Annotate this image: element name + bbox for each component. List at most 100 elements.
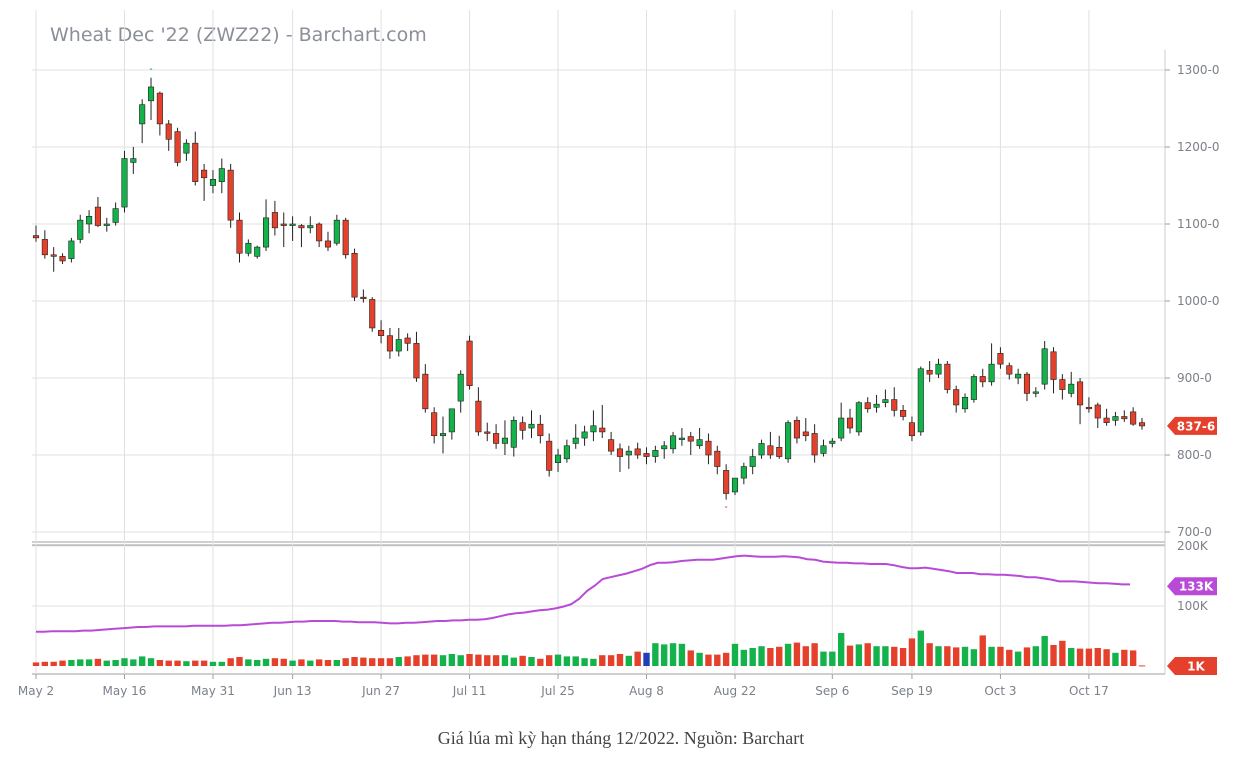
candle-body-down [776, 446, 783, 457]
volume-bar [572, 656, 579, 666]
candle [908, 416, 915, 442]
candle [201, 163, 208, 201]
candle [714, 445, 721, 475]
volume-bar [837, 633, 845, 666]
candle [546, 433, 553, 477]
volume-bar [820, 651, 827, 666]
candle [121, 150, 128, 213]
candle [820, 439, 827, 457]
candle [1130, 407, 1137, 426]
candle-body-up [1068, 383, 1075, 394]
volume-bar [1050, 645, 1057, 666]
volume-bar [112, 660, 119, 666]
date-tick-label: Sep 6 [815, 684, 849, 698]
volume-bar [740, 649, 748, 666]
candle-body-up [245, 242, 252, 254]
candle [944, 361, 951, 394]
volume-bar [802, 646, 809, 666]
volume-bar [599, 655, 606, 666]
volume-bar [749, 648, 756, 666]
last-price-tag-text: 837-6 [1177, 419, 1215, 433]
candle-body-up [838, 417, 845, 439]
candle-body-down [793, 420, 800, 439]
candle [139, 99, 146, 144]
low-marker: ˇ [724, 506, 729, 517]
candle [1103, 408, 1110, 426]
candle [961, 393, 969, 413]
volume-bar [988, 646, 995, 666]
candle-body-up [855, 402, 862, 433]
volume-bar [138, 656, 146, 666]
candle-body-up [554, 454, 562, 463]
candle [1023, 371, 1031, 402]
volume-bar [200, 660, 208, 666]
candle-body-up [696, 439, 703, 447]
volume-bar [811, 643, 818, 666]
candle-body-down [714, 450, 721, 467]
candle-body-down [802, 431, 809, 437]
candle-body-down [1023, 373, 1031, 394]
candle [1094, 402, 1101, 429]
date-tick-label: Oct 17 [1069, 684, 1109, 698]
volume-bar [236, 657, 243, 666]
candle-body-up [395, 339, 402, 352]
candle-body-up [139, 104, 146, 125]
candle [298, 224, 305, 248]
candle [643, 447, 650, 465]
volume-bar [262, 658, 270, 666]
volume-bar [784, 643, 792, 666]
volume-bar [77, 659, 84, 666]
candle-body-down [1130, 411, 1137, 425]
volume-bar [873, 646, 880, 666]
volume-bar [519, 655, 526, 666]
volume-bar [121, 658, 128, 666]
candle [811, 424, 818, 463]
candle-body-up [1041, 348, 1048, 385]
candle [156, 91, 163, 136]
candle [678, 428, 685, 446]
volume-bar [315, 659, 323, 666]
candle [245, 239, 252, 257]
candle [767, 431, 774, 459]
candle [616, 443, 624, 472]
candle [510, 416, 517, 457]
candle-body-up [501, 437, 508, 444]
volume-bar [289, 660, 296, 666]
candle-body-down [616, 448, 624, 457]
volume-bar [776, 646, 783, 666]
candle-body-up [147, 86, 155, 102]
candle-body-up [873, 403, 880, 408]
price-tick-label: 700-0 [1177, 525, 1212, 539]
candle [926, 361, 933, 382]
figure-caption: Giá lúa mì kỳ hạn tháng 12/2022. Nguồn: … [437, 728, 805, 748]
candle-body-up [103, 223, 110, 226]
candle [793, 416, 800, 444]
candle [891, 387, 898, 417]
volume-bar [245, 659, 252, 666]
volume-bar [1129, 650, 1137, 666]
candle-body-down [953, 389, 960, 406]
candle-body-down [811, 433, 818, 456]
date-tick-label: Jun 27 [361, 684, 400, 698]
candle-body-up [820, 445, 827, 454]
candle [696, 428, 703, 449]
volume-bar [607, 655, 615, 666]
volume-bar [174, 660, 181, 666]
price-tick-label: 1100-0 [1177, 217, 1220, 231]
candle-body-up [970, 376, 977, 400]
candle-body-down [422, 373, 429, 410]
price-tick-label: 800-0 [1177, 448, 1212, 462]
candle-body-up [785, 422, 792, 460]
volume-tag-shape [1167, 657, 1217, 675]
candle [1041, 341, 1048, 390]
candle-body-down [1006, 365, 1013, 375]
candle [670, 431, 677, 454]
candle [970, 374, 977, 403]
candle-body-up [130, 158, 137, 163]
candle-body-up [581, 431, 588, 439]
volume-bar [227, 658, 234, 666]
candle [1068, 371, 1075, 398]
candle [351, 248, 358, 301]
volume-bar [758, 646, 765, 666]
